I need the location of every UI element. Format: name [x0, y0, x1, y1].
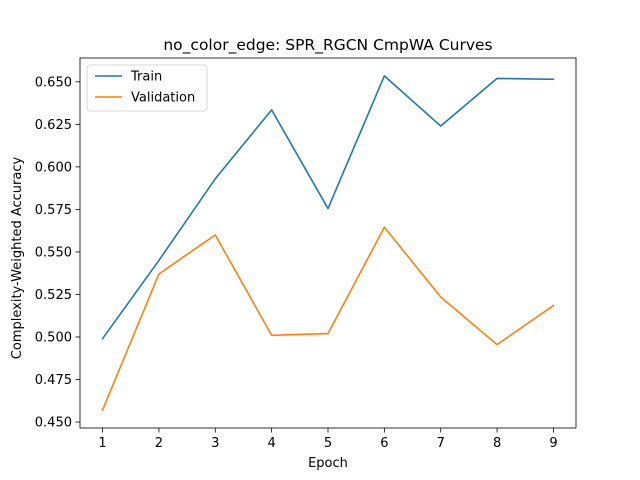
- y-tick-label: 0.475: [35, 373, 72, 388]
- legend-label-train: Train: [130, 70, 162, 85]
- legend-label-validation: Validation: [131, 91, 195, 106]
- y-tick-label: 0.650: [35, 75, 72, 90]
- y-tick-label: 0.625: [35, 118, 72, 133]
- x-tick-label: 1: [98, 436, 106, 451]
- y-tick-label: 0.550: [35, 245, 72, 260]
- series-line-train: [101, 75, 555, 340]
- y-tick-label: 0.525: [35, 288, 72, 303]
- x-tick-label: 5: [324, 436, 332, 451]
- legend: Train Validation: [86, 64, 208, 112]
- x-axis-label: Epoch: [308, 456, 348, 471]
- y-tick-label: 0.575: [35, 203, 72, 218]
- y-tick-label: 0.600: [35, 160, 72, 175]
- axes-frame: [79, 57, 577, 429]
- x-tick-label: 9: [549, 436, 557, 451]
- x-tick-label: 6: [380, 436, 388, 451]
- x-tick-label: 8: [493, 436, 501, 451]
- y-axis-label: Complexity-Weighted Accuracy: [10, 157, 25, 360]
- series-line-validation: [101, 226, 555, 412]
- x-tick-label: 4: [267, 436, 275, 451]
- x-tick-label: 2: [155, 436, 163, 451]
- y-tick-label: 0.450: [35, 416, 72, 431]
- x-tick-label: 7: [437, 436, 445, 451]
- plot-area: 1 2 3 4 5 6 7 8 9 0.450 0.475 0.500 0.525 0.550 0.575 0…: [35, 57, 577, 451]
- y-tick-label: 0.500: [35, 330, 72, 345]
- chart-title: no_color_edge: SPR_RGCN CmpWA Curves: [163, 36, 492, 55]
- x-tick-label: 3: [211, 436, 219, 451]
